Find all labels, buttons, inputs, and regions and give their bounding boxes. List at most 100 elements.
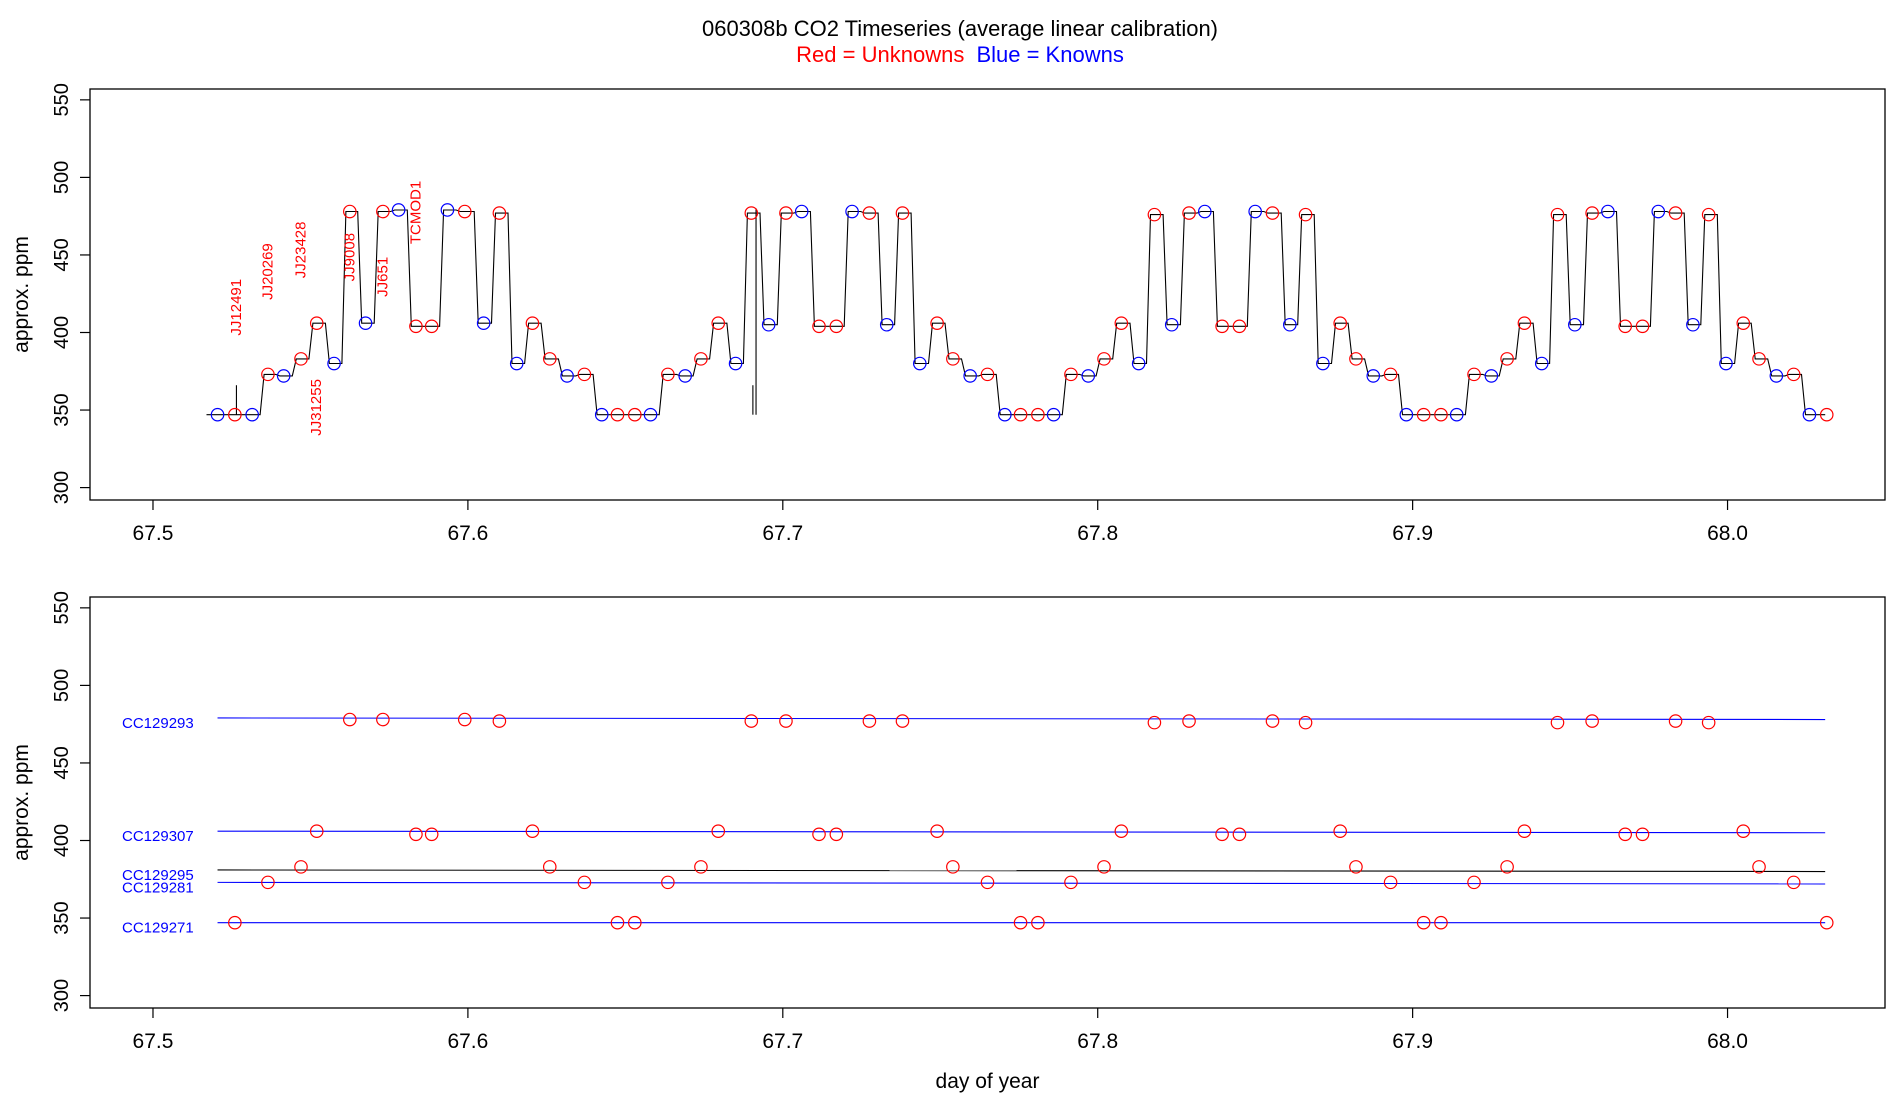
- y-tick-label: 550: [51, 591, 73, 624]
- x-tick-label: 68.0: [1707, 1030, 1748, 1053]
- unknown-point: [694, 352, 708, 366]
- unknown-point: [1349, 860, 1363, 874]
- unknown-point: [409, 319, 423, 334]
- x-tick-label: 67.5: [133, 1030, 174, 1053]
- unknown-point: [1031, 407, 1045, 422]
- unknown-point: [1585, 206, 1599, 220]
- y-tick-label: 350: [51, 393, 73, 426]
- unknown-point: [627, 915, 642, 930]
- unknown-point: [744, 714, 759, 728]
- reference-line: [217, 717, 1826, 721]
- unknown-point: [228, 407, 242, 422]
- unknown-point: [309, 316, 324, 330]
- y-tick-label: 500: [51, 161, 73, 194]
- known-point: [440, 203, 455, 217]
- y-tick-label: 450: [51, 238, 73, 271]
- unknown-point: [812, 319, 826, 334]
- legend-unknowns: Red = Unknowns: [796, 42, 964, 67]
- known-point: [1449, 407, 1464, 422]
- known-point: [998, 407, 1012, 422]
- y-axis-label: approx. ppm: [10, 236, 33, 353]
- unknown-point: [525, 316, 540, 330]
- unknown-point: [812, 827, 826, 842]
- unknown-point: [309, 824, 324, 838]
- unknown-point: [1517, 316, 1532, 330]
- reference-line: [217, 869, 1826, 873]
- unknown-point: [1215, 827, 1229, 842]
- sample-annotation: TCMOD1: [407, 181, 424, 244]
- unknown-point: [1752, 352, 1766, 366]
- bottom-panel: 300 350 400 450 500 550 67.5 67.6 67.7 67.8 67.9 68…: [10, 591, 1886, 1093]
- y-tick-label: 450: [51, 746, 73, 779]
- unknown-point: [1298, 207, 1313, 222]
- unknown-point: [376, 204, 390, 219]
- unknown-point: [1416, 915, 1431, 930]
- known-point: [594, 407, 609, 422]
- unknown-point: [577, 367, 592, 382]
- unknown-point: [261, 367, 275, 382]
- series-trace: [206, 209, 1826, 416]
- x-tick-label: 67.7: [762, 1030, 803, 1053]
- known-point: [1399, 407, 1414, 422]
- unknown-point: [661, 367, 675, 382]
- y-tick-label: 550: [51, 83, 73, 116]
- unknown-point: [980, 875, 995, 890]
- unknown-point: [980, 367, 995, 382]
- x-tick-label: 67.8: [1077, 522, 1118, 545]
- known-point: [1366, 369, 1381, 383]
- known-point: [963, 369, 977, 383]
- unknown-point: [457, 712, 472, 727]
- known-point: [1719, 356, 1733, 371]
- known-point: [560, 369, 574, 383]
- known-point: [1686, 317, 1700, 332]
- unknown-point: [1701, 207, 1716, 222]
- unknown-point: [261, 875, 275, 890]
- unknown-point: [862, 714, 877, 728]
- unknown-point: [1550, 207, 1565, 222]
- unknown-point: [525, 824, 540, 838]
- known-point: [728, 356, 743, 371]
- unknown-point: [376, 712, 390, 727]
- unknown-point: [1416, 407, 1431, 422]
- unknown-point: [343, 204, 357, 219]
- unknown-point: [744, 206, 759, 220]
- unknown-point: [1635, 827, 1650, 842]
- x-tick-label: 67.5: [133, 522, 174, 545]
- unknown-point: [1434, 915, 1448, 930]
- known-point: [1164, 317, 1179, 332]
- known-point: [1046, 407, 1061, 422]
- unknown-point: [1736, 316, 1751, 330]
- unknown-point: [610, 407, 625, 422]
- unknown-point: [409, 827, 423, 842]
- sample-annotation: JJ651: [374, 257, 391, 297]
- reference-label: CC129271: [122, 920, 194, 937]
- unknown-point: [1114, 316, 1129, 330]
- y-axis-label: approx. ppm: [10, 744, 33, 861]
- unknown-point: [1031, 915, 1045, 930]
- unknown-point: [1064, 367, 1078, 382]
- unknown-point: [1467, 875, 1481, 890]
- unknown-point: [1232, 827, 1247, 842]
- unknown-point: [895, 206, 910, 220]
- plot-frame: [89, 88, 1886, 501]
- unknown-point: [829, 319, 844, 334]
- unknown-point: [1752, 860, 1766, 874]
- unknown-point: [930, 316, 944, 330]
- known-point: [1568, 317, 1582, 332]
- unknown-point: [1618, 827, 1632, 842]
- unknown-point: [1701, 715, 1716, 730]
- known-point: [1081, 369, 1096, 383]
- unknown-point: [1013, 407, 1028, 422]
- unknown-point: [1013, 915, 1028, 930]
- reference-label: CC129295: [122, 867, 194, 884]
- reference-label: CC129293: [122, 715, 194, 732]
- unknown-point: [1298, 715, 1313, 730]
- unknown-point: [711, 316, 726, 330]
- known-point: [1484, 369, 1499, 383]
- known-point: [327, 356, 341, 371]
- y-tick-label: 300: [51, 979, 73, 1012]
- y-tick-label: 400: [51, 316, 73, 349]
- known-point: [761, 317, 776, 332]
- known-point: [210, 407, 225, 422]
